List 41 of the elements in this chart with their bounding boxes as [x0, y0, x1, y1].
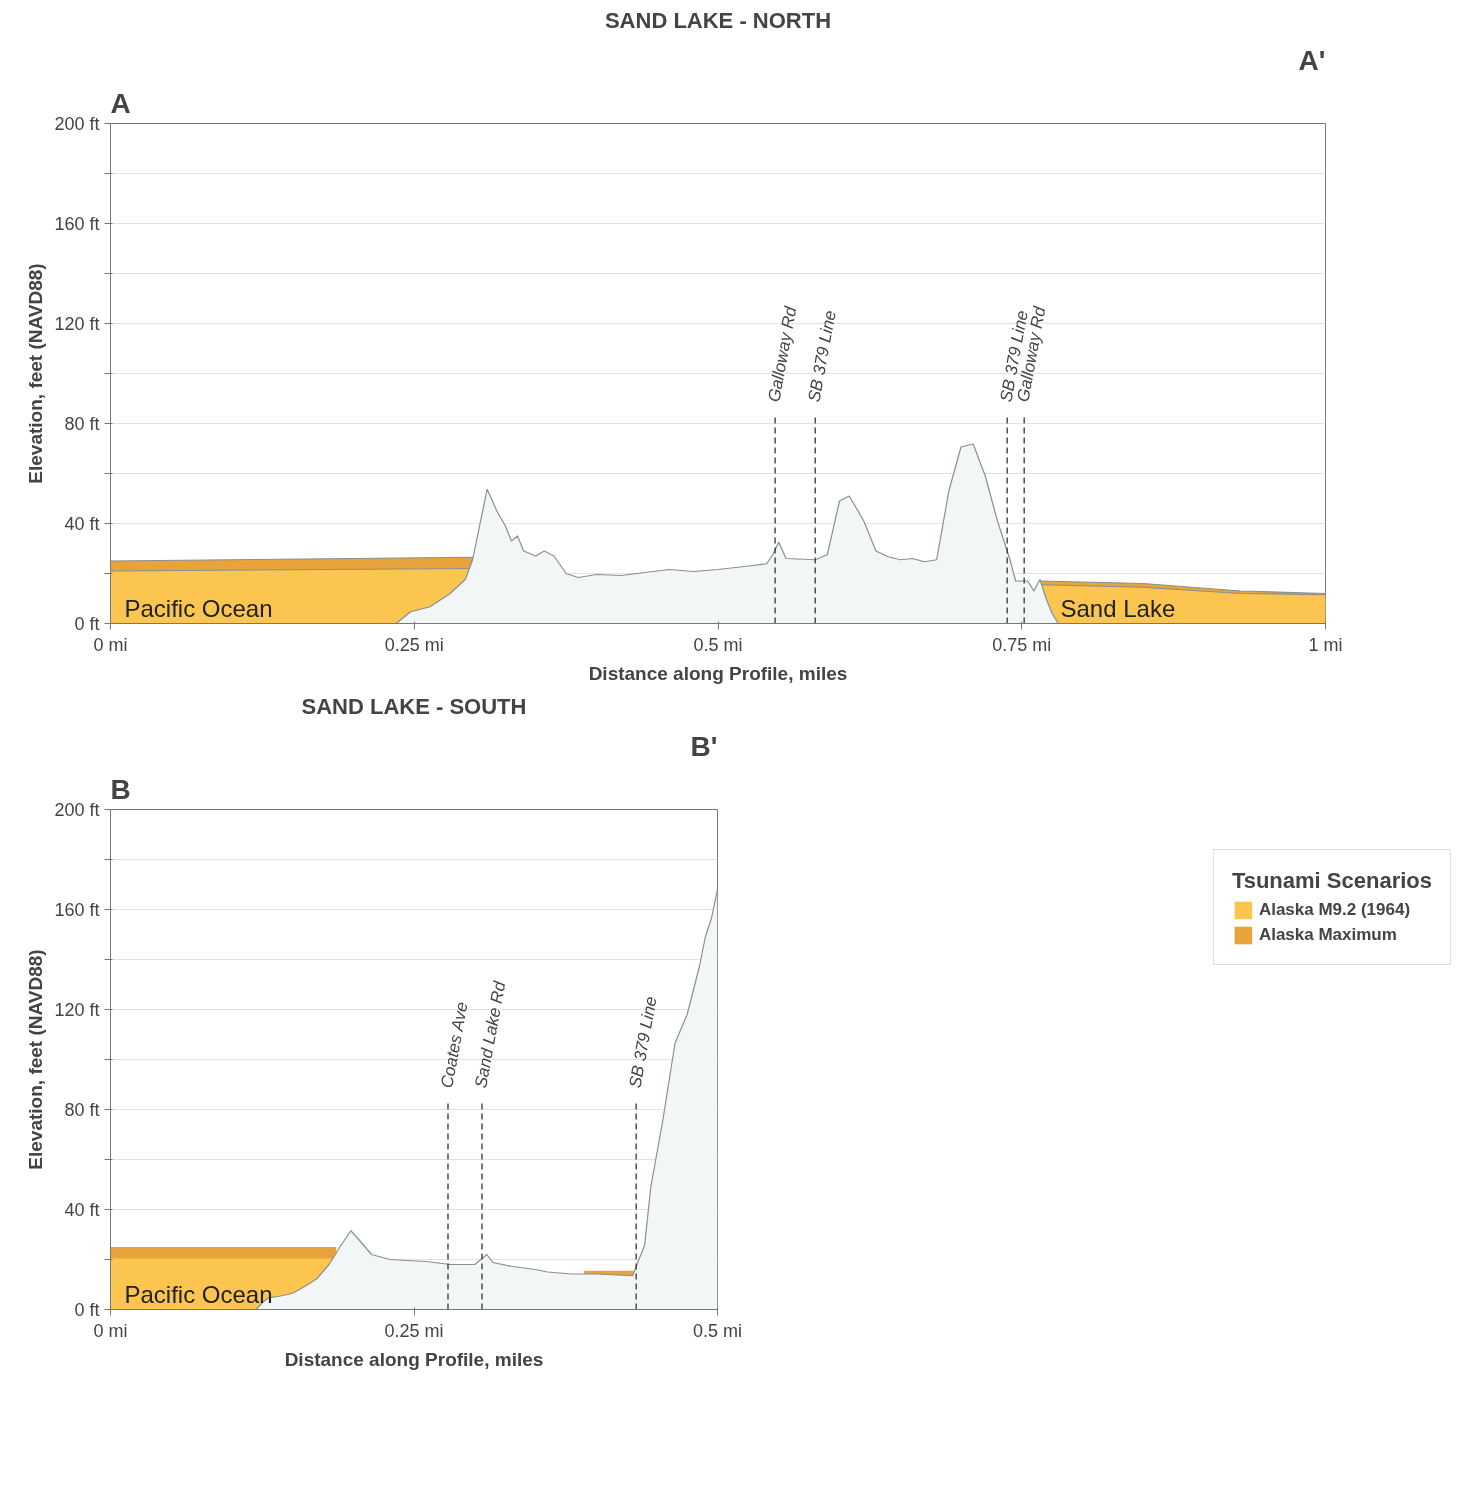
x-tick-label: 0 mi — [93, 634, 128, 655]
x-axis-title: Distance along Profile, miles — [588, 662, 848, 684]
legend-title: Tsunami Scenarios — [1231, 868, 1432, 894]
text: B — [110, 773, 131, 805]
x-tick-label: 0 mi — [93, 1320, 128, 1341]
text: B' — [690, 730, 718, 762]
y-tick-label: 160 ft — [54, 213, 100, 234]
y-tick-label: 0 ft — [74, 1299, 100, 1320]
legend-label: Alaska Maximum — [1258, 925, 1397, 945]
x-tick-label: 0.25 mi — [384, 1320, 444, 1341]
annotation: Pacific Ocean — [124, 1280, 273, 1308]
y-tick-label: 40 ft — [64, 1199, 100, 1220]
x-tick-label: 0.75 mi — [992, 634, 1052, 655]
y-tick-label: 160 ft — [54, 899, 100, 920]
y-tick-label: 80 ft — [64, 413, 100, 434]
annotation: Sand Lake — [1060, 594, 1176, 622]
y-tick-label: 0 ft — [74, 613, 100, 634]
y-tick-label: 200 ft — [54, 799, 100, 820]
y-tick-label: 200 ft — [54, 113, 100, 134]
x-tick-label: 0.5 mi — [693, 634, 743, 655]
y-axis-title: Elevation, feet (NAVD88) — [25, 949, 47, 1170]
y-tick-label: 120 ft — [54, 313, 100, 334]
ref-line-label: Coates Ave — [437, 1000, 472, 1090]
text: A — [110, 87, 131, 119]
x-tick-label: 0.25 mi — [384, 634, 444, 655]
legend-label: Alaska M9.2 (1964) — [1258, 900, 1411, 920]
ref-line-label: SB 379 Line — [625, 994, 661, 1090]
ref-line-label: Sand Lake Rd — [471, 979, 510, 1090]
x-axis-title: Distance along Profile, miles — [284, 1348, 544, 1370]
x-tick-label: 0.5 mi — [692, 1320, 743, 1341]
chart-title: SAND LAKE - NORTH — [604, 7, 832, 33]
annotation: Pacific Ocean — [124, 594, 273, 622]
text: A' — [1298, 44, 1326, 76]
y-tick-label: 40 ft — [64, 513, 100, 534]
ref-line-label: Galloway Rd — [764, 304, 801, 404]
y-tick-label: 80 ft — [64, 1099, 100, 1120]
x-tick-label: 1 mi — [1308, 634, 1343, 655]
chart-title: SAND LAKE - SOUTH — [301, 693, 527, 719]
y-axis-title: Elevation, feet (NAVD88) — [25, 263, 47, 484]
y-tick-label: 120 ft — [54, 999, 100, 1020]
ref-line-label: SB 379 Line — [804, 308, 840, 404]
